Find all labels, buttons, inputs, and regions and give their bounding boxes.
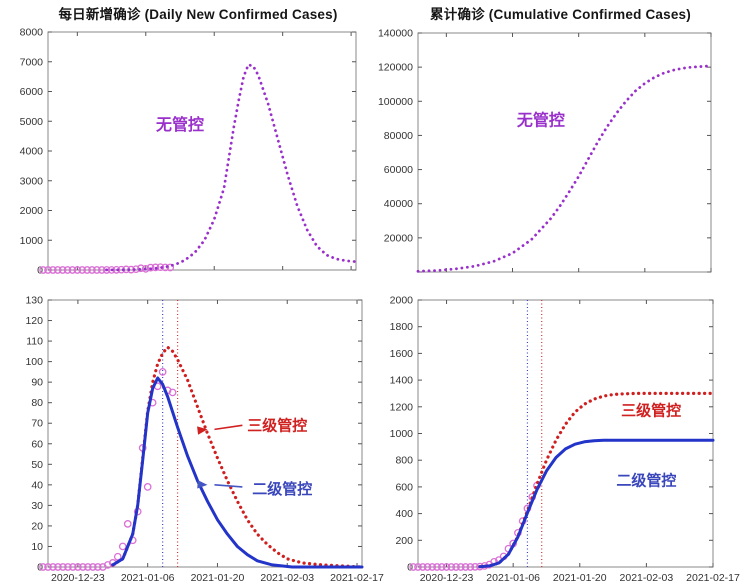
- annotation-label: 三级管控: [621, 401, 681, 419]
- y-tick-label: 140000: [378, 28, 413, 40]
- y-tick-label: 2000: [390, 295, 414, 307]
- y-tick-label: 40000: [384, 198, 413, 210]
- annotation-label: 三级管控: [247, 417, 307, 435]
- series-observed-cases-markers: [39, 368, 177, 571]
- y-tick-label: 100: [25, 356, 43, 368]
- series-三级管控: [111, 345, 364, 569]
- x-tick-label: 2021-01-06: [486, 572, 540, 584]
- x-axis-ticks: [76, 32, 352, 270]
- y-tick-label: 20000: [384, 232, 413, 244]
- y-tick-label: 50: [31, 459, 43, 471]
- y-tick-label: 110: [26, 336, 43, 348]
- y-tick-label: 10: [31, 541, 43, 553]
- y-tick-label: 200: [395, 535, 413, 547]
- annotation-arrowhead: [197, 426, 208, 435]
- y-tick-label: 1400: [390, 375, 414, 387]
- y-tick-label: 60: [31, 438, 43, 450]
- annotation-label: 无管控: [155, 115, 204, 134]
- x-tick-label: 2021-02-17: [686, 572, 740, 584]
- y-tick-label: 100000: [378, 96, 413, 108]
- series-observed-cumulative-markers: [409, 481, 541, 571]
- y-tick-label: 40: [31, 479, 43, 491]
- x-tick-label: 2020-12-23: [420, 572, 474, 584]
- y-tick-label: 4000: [20, 146, 44, 158]
- x-tick-label: 2021-02-03: [620, 572, 674, 584]
- chart-daily-new-controlled: 01020304050607080901001101201302020-12-2…: [25, 295, 384, 585]
- y-tick-label: 60000: [384, 164, 413, 176]
- y-tick-label: 120: [25, 315, 43, 327]
- x-axis-ticks: 2020-12-23 2021-01-06 2021-01-20 2021-02-03…: [51, 300, 384, 584]
- annotation-label: 二级管控: [616, 471, 676, 489]
- chart-title-cumulative: 累计确诊 (Cumulative Confirmed Cases): [430, 7, 691, 22]
- x-tick-label: 2020-12-23: [51, 572, 105, 584]
- annotation-arrow: [214, 424, 243, 431]
- y-tick-label: 80: [31, 397, 43, 409]
- y-tick-label: 7000: [20, 56, 44, 68]
- y-tick-label: 3000: [20, 175, 44, 187]
- chart-cumulative-uncontrolled: 20000 40000 60000 80000 100000 120000 140000 无管…: [378, 28, 713, 273]
- y-tick-label: 1200: [390, 401, 414, 413]
- x-axis-ticks: 2020-12-23 2021-01-06 2021-01-20 2021-02-03…: [420, 300, 740, 584]
- x-axis-ticks: [445, 33, 712, 272]
- y-tick-label: 80000: [384, 130, 413, 142]
- y-tick-label: 800: [395, 455, 413, 467]
- plot-border: [417, 32, 712, 273]
- y-tick-label: 1000: [20, 235, 44, 247]
- y-tick-label: 90: [31, 377, 43, 389]
- y-tick-label: 5000: [20, 116, 44, 128]
- y-axis-ticks: 20000 40000 60000 80000 100000 120000 140000: [378, 28, 711, 273]
- y-tick-label: 1600: [390, 348, 414, 360]
- y-tick-label: 20: [31, 520, 43, 532]
- x-tick-label: 2021-01-20: [191, 572, 245, 584]
- y-tick-label: 70: [31, 418, 43, 430]
- y-tick-label: 1800: [390, 321, 414, 333]
- x-tick-label: 2021-01-06: [121, 572, 175, 584]
- annotation-arrowhead: [197, 480, 208, 489]
- annotation-label: 无管控: [516, 111, 565, 130]
- plot-border: [417, 299, 714, 568]
- y-tick-label: 6000: [20, 86, 44, 98]
- y-tick-label: 8000: [20, 27, 44, 39]
- x-tick-label: 2021-02-17: [330, 572, 384, 584]
- y-tick-label: 30: [31, 500, 43, 512]
- annotation-arrow: [214, 484, 243, 488]
- plot-border: [47, 299, 363, 568]
- y-tick-label: 600: [395, 481, 413, 493]
- y-tick-label: 130: [25, 295, 43, 307]
- series-无管控: [105, 63, 358, 272]
- x-tick-label: 2021-01-20: [553, 572, 607, 584]
- series-三级管控: [478, 391, 715, 569]
- y-tick-label: 400: [395, 508, 413, 520]
- y-tick-label: 2000: [20, 205, 44, 217]
- series-二级管控: [111, 376, 364, 569]
- y-tick-label: 120000: [378, 62, 413, 74]
- chart-title-daily-new: 每日新增确诊 (Daily New Confirmed Cases): [58, 7, 338, 22]
- x-tick-label: 2021-02-03: [260, 572, 314, 584]
- chart-cumulative-controlled: 0200400600800100012001400160018002000202…: [390, 295, 740, 585]
- series-二级管控: [478, 438, 715, 569]
- annotation-label: 二级管控: [252, 480, 312, 498]
- series-无管控: [416, 64, 713, 273]
- y-tick-label: 1000: [390, 428, 414, 440]
